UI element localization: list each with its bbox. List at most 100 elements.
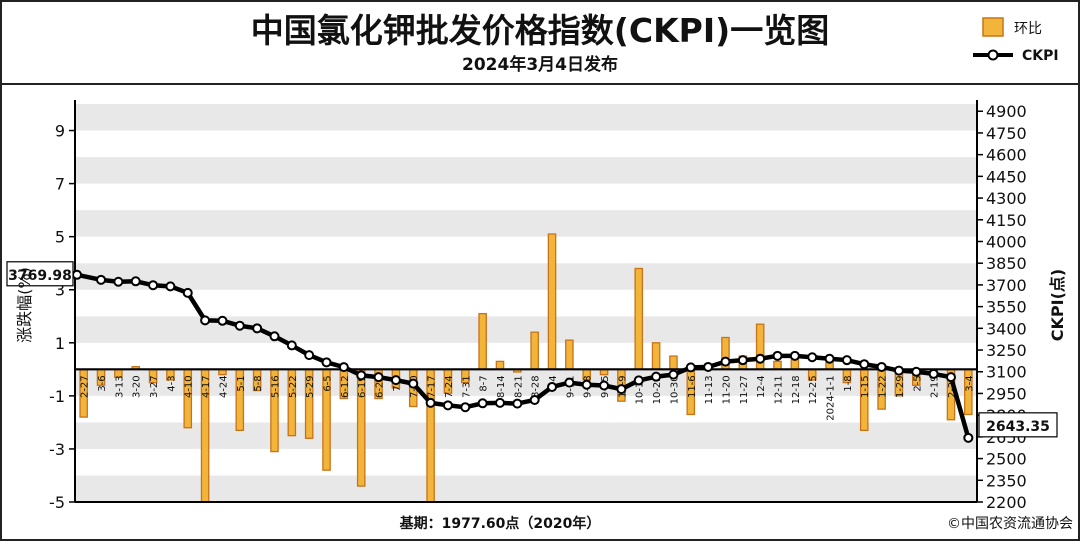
- x-tick-label: 4-24: [218, 375, 229, 398]
- x-tick-label: 5-16: [270, 375, 281, 398]
- x-tick-label: 6-12: [340, 375, 351, 398]
- left-axis-title: 涨跌幅(%): [15, 267, 34, 343]
- x-tick-label: 3-13: [114, 375, 125, 398]
- right-axis-ticks: 4900 4750 4600 4450 4300 4150 4000 3850 3700 3550…: [977, 102, 1027, 512]
- ckpi-point: [252, 323, 263, 334]
- ckpi-point: [547, 381, 558, 392]
- bar: [495, 360, 505, 370]
- x-tick-label: 10-23: [652, 375, 663, 404]
- ckpi-point: [859, 359, 870, 370]
- copyright-note: ©中国农资流通协会: [947, 516, 1073, 532]
- ckpi-point: [772, 350, 783, 361]
- ckpi-point: [529, 394, 540, 405]
- right-tick-label: 4900: [986, 102, 1027, 121]
- plot-band: [75, 157, 977, 184]
- ckpi-point: [564, 377, 575, 388]
- plot-band: [75, 448, 977, 476]
- ckpi-point: [113, 276, 124, 287]
- ckpi-point: [286, 340, 297, 351]
- ckpi-point: [373, 372, 384, 383]
- x-tick-label: 3-20: [132, 375, 143, 398]
- ckpi-point: [390, 375, 401, 386]
- axes: [74, 100, 978, 503]
- x-tick-label: 3-27: [149, 375, 160, 398]
- x-tick-label: 7-24: [444, 375, 455, 398]
- bar: [565, 339, 574, 370]
- right-tick-label: 4750: [986, 124, 1027, 143]
- ckpi-point: [304, 350, 315, 361]
- bar: [478, 312, 487, 370]
- right-tick-label: 2500: [986, 450, 1027, 469]
- plot-band: [75, 210, 977, 237]
- ckpi-point: [148, 280, 159, 291]
- plot-band: [75, 130, 977, 158]
- x-tick-label: 11-20: [721, 375, 732, 404]
- bar: [634, 267, 644, 370]
- x-tick-label: 10-16: [635, 375, 646, 404]
- base-period-note: 基期：1977.60点（2020年）: [400, 515, 601, 532]
- ckpi-point: [685, 362, 696, 373]
- x-tick-label: 1-8: [843, 375, 854, 391]
- bar: [669, 355, 678, 370]
- ckpi-point: [720, 356, 731, 367]
- end-callout-box: [978, 412, 1058, 438]
- x-tick-label: 5-29: [305, 375, 316, 398]
- legend-bar-swatch: [982, 17, 1004, 37]
- ckpi-point: [408, 378, 419, 389]
- ckpi-point: [200, 315, 211, 326]
- ckpi-point: [494, 397, 505, 408]
- plot-band: [75, 475, 977, 502]
- legend: 环比 CKPI: [973, 17, 1059, 64]
- start-value-label: 3769.98: [8, 268, 72, 284]
- ckpi-point: [234, 320, 245, 331]
- chart-title: 中国氯化钾批发价格指数(CKPI)一览图: [251, 11, 829, 50]
- right-tick-label: 3700: [986, 276, 1027, 295]
- right-tick-label: 4450: [986, 167, 1027, 186]
- ckpi-point: [460, 402, 471, 413]
- bar: [530, 331, 539, 370]
- right-tick-label: 3250: [986, 341, 1027, 360]
- right-tick-label: 4600: [986, 146, 1027, 165]
- x-tick-label: 8-7: [479, 375, 490, 391]
- x-tick-label: 6-26: [375, 375, 386, 398]
- ckpi-point: [96, 274, 107, 285]
- left-tick-label: -5: [49, 493, 65, 512]
- x-tick-label: 8-21: [513, 375, 524, 398]
- x-tick-label: 5-22: [288, 375, 299, 398]
- x-tick-label: 2-19: [930, 375, 941, 398]
- plot-background-bands: [75, 104, 977, 502]
- ckpi-point: [963, 432, 974, 443]
- x-tick-label: 1-22: [878, 375, 889, 398]
- ckpi-point: [841, 355, 852, 366]
- left-axis-ticks: 9 7 5 3 1 -1 -3 -5: [49, 122, 75, 512]
- x-tick-label: 4-3: [166, 375, 177, 391]
- right-tick-label: 3100: [986, 363, 1027, 382]
- x-tick-label: 3-4: [964, 375, 975, 391]
- right-tick-label: 2200: [986, 493, 1027, 512]
- x-tick-label: 8-14: [496, 375, 507, 398]
- x-tick-label: 5-1: [236, 375, 247, 391]
- legend-line-marker: [987, 49, 999, 61]
- end-value-label: 2643.35: [986, 419, 1050, 435]
- ckpi-point: [945, 372, 956, 383]
- ckpi-point: [633, 375, 644, 386]
- x-tick-label: 1-29: [895, 375, 906, 398]
- ckpi-point: [928, 368, 939, 379]
- plot-band: [75, 289, 977, 317]
- x-tick-label: 6-19: [357, 375, 368, 398]
- ckpi-point: [581, 379, 592, 390]
- ckpi-point: [668, 369, 679, 380]
- ckpi-point: [512, 398, 523, 409]
- x-tick-label: 11-27: [739, 375, 750, 404]
- legend-line-label: CKPI: [1022, 48, 1059, 64]
- ckpi-point: [217, 315, 228, 326]
- left-tick-label: -3: [49, 440, 65, 459]
- left-tick-label: 1: [55, 334, 65, 353]
- right-tick-label: 4150: [986, 211, 1027, 230]
- ckpi-point: [824, 353, 835, 364]
- x-tick-label: 4-10: [184, 375, 195, 398]
- x-tick-label: 2-5: [912, 375, 923, 391]
- x-tick-label: 1-15: [860, 375, 871, 398]
- x-tick-label: 12-4: [756, 375, 767, 398]
